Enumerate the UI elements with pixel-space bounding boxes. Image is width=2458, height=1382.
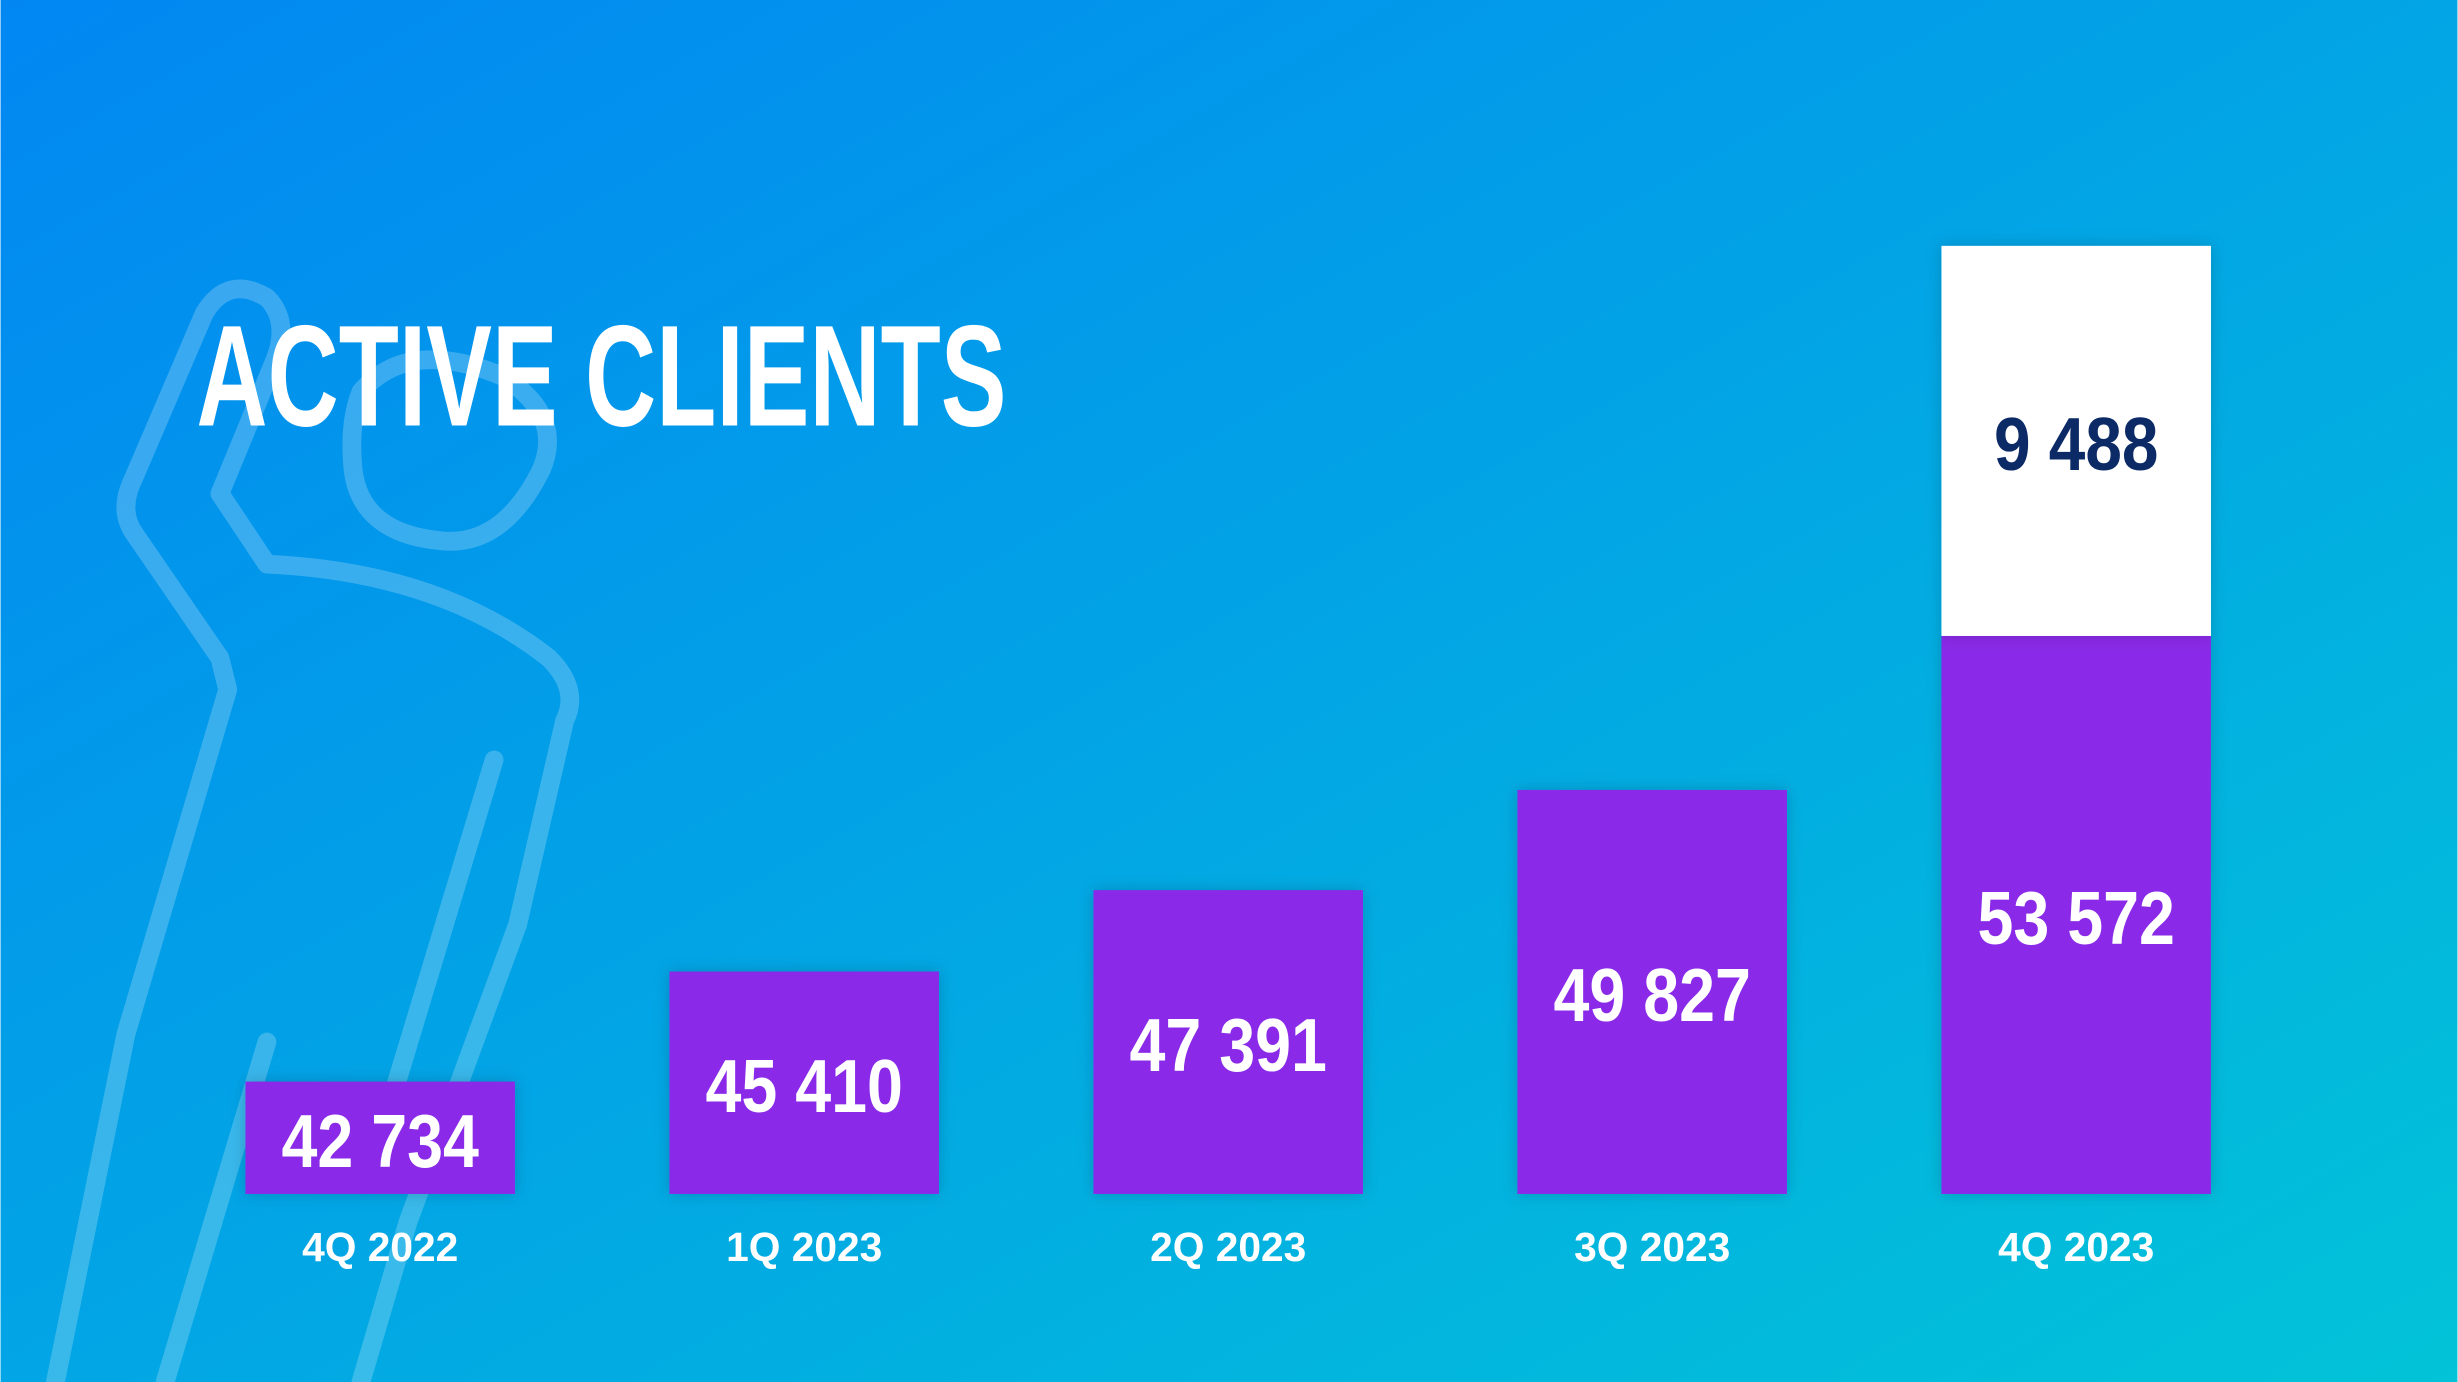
x-tick-label: 4Q 2022: [302, 1224, 458, 1270]
chart-title: ACTIVE CLIENTS: [196, 296, 1006, 457]
decoration: [45, 279, 580, 1382]
value-label: 47 391: [1130, 1003, 1327, 1087]
value-label: 9 488: [1994, 402, 2159, 486]
value-label: 53 572: [1978, 876, 2175, 960]
value-label: 42 734: [281, 1099, 479, 1183]
bar-segment: [669, 971, 939, 1194]
bar-segment: [245, 1081, 515, 1194]
x-tick-label: 1Q 2023: [726, 1224, 882, 1270]
bar-segment: [1941, 635, 2211, 1194]
value-label: 45 410: [706, 1044, 903, 1128]
bar-segment: [1941, 245, 2211, 636]
bar-segment: [1093, 890, 1363, 1194]
bar-segment: [1517, 789, 1787, 1194]
x-tick-label: 3Q 2023: [1574, 1224, 1730, 1270]
x-tick-label: 2Q 2023: [1150, 1224, 1306, 1270]
value-label: 49 827: [1554, 953, 1751, 1037]
x-tick-label: 4Q 2023: [1998, 1224, 2154, 1270]
